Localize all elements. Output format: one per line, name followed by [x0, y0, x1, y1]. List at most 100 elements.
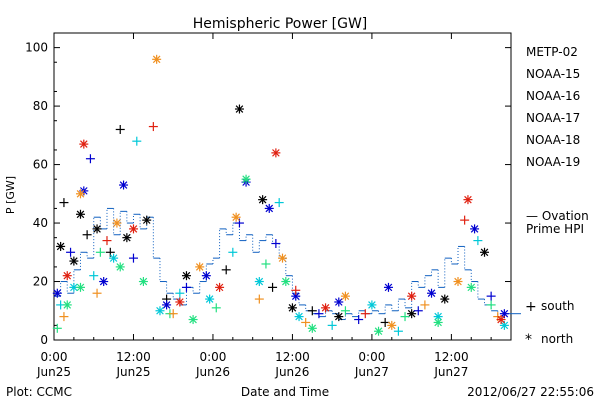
north-point-noaa-15 — [201, 271, 211, 281]
north-point-noaa-17 — [75, 282, 85, 292]
north-point-noaa-19 — [496, 315, 506, 325]
x-tick-label-date: Jun26 — [274, 365, 309, 379]
south-point-noaa-19 — [460, 215, 470, 225]
north-point-noaa-19 — [271, 148, 281, 158]
ovation-legend: — Ovation Prime HPI — [526, 209, 589, 236]
y-tick-label: 0 — [40, 333, 48, 347]
north-point-metp-02 — [334, 312, 344, 322]
north-point-metp-02 — [56, 241, 66, 251]
north-point-noaa-15 — [99, 277, 109, 287]
satellite-data-points — [52, 54, 509, 336]
north-point-noaa-16 — [367, 300, 377, 310]
y-axis-ticks: 0 20 40 60 80 100 — [25, 41, 511, 347]
ovation-legend-line2: Prime HPI — [526, 222, 584, 236]
north-point-noaa-19 — [175, 297, 185, 307]
north-point-metp-02 — [258, 195, 268, 205]
legend-item-noaa-17: NOAA-17 — [526, 111, 580, 125]
north-point-noaa-17 — [466, 282, 476, 292]
north-point-noaa-15 — [383, 282, 393, 292]
south-point-noaa-17 — [400, 312, 410, 322]
south-point-noaa-17 — [261, 259, 271, 269]
north-point-metp-02 — [122, 233, 132, 243]
x-axis-label: Date and Time — [241, 385, 329, 399]
south-point-noaa-16 — [393, 326, 403, 336]
north-point-noaa-16 — [294, 312, 304, 322]
y-tick-label: 60 — [33, 158, 48, 172]
y-tick-label: 100 — [25, 41, 48, 55]
south-point-noaa-15 — [486, 291, 496, 301]
north-point-noaa-19 — [407, 291, 417, 301]
south-point-noaa-15 — [181, 282, 191, 292]
north-point-noaa-19 — [215, 282, 225, 292]
south-point-noaa-19 — [360, 309, 370, 319]
legend-item-noaa-19: NOAA-19 — [526, 155, 580, 169]
north-symbol: * — [525, 332, 532, 348]
north-point-metp-02 — [407, 309, 417, 319]
marker-legend: + south * north — [525, 299, 575, 348]
south-point-metp-02 — [82, 230, 92, 240]
south-point-noaa-16 — [327, 320, 337, 330]
x-tick-label-time: 12:00 — [434, 350, 469, 364]
plot-frame — [53, 32, 512, 341]
south-point-noaa-18 — [59, 312, 69, 322]
south-point-noaa-18 — [420, 300, 430, 310]
north-point-metp-02 — [75, 209, 85, 219]
north-point-noaa-16 — [155, 306, 165, 316]
north-point-noaa-15 — [499, 309, 509, 319]
x-tick-label-time: 12:00 — [275, 350, 310, 364]
south-point-noaa-16 — [132, 136, 142, 146]
south-point-noaa-18 — [168, 309, 178, 319]
north-point-noaa-15 — [470, 224, 480, 234]
south-point-metp-02 — [307, 306, 317, 316]
south-point-metp-02 — [221, 265, 231, 275]
south-point-noaa-15 — [85, 154, 95, 164]
north-point-noaa-17 — [241, 174, 251, 184]
south-point-noaa-16 — [89, 271, 99, 281]
south-point-noaa-17 — [486, 300, 496, 310]
x-tick-label-time: 0:00 — [41, 350, 68, 364]
north-point-noaa-15 — [119, 180, 129, 190]
south-point-noaa-17 — [52, 323, 62, 333]
footer-left: Plot: CCMC — [6, 385, 72, 399]
x-tick-label-date: Jun27 — [354, 365, 389, 379]
north-point-noaa-17 — [62, 300, 72, 310]
north-point-noaa-15 — [162, 300, 172, 310]
north-point-noaa-18 — [75, 189, 85, 199]
x-tick-label-date: Jun25 — [36, 365, 71, 379]
north-point-noaa-18 — [112, 218, 122, 228]
x-axis-ticks: 0:00Jun2512:00Jun250:00Jun2612:00Jun260:… — [36, 33, 492, 379]
south-point-noaa-17 — [95, 247, 105, 257]
north-point-noaa-17 — [138, 277, 148, 287]
north-point-noaa-15 — [264, 203, 274, 213]
north-point-noaa-19 — [79, 139, 89, 149]
north-point-metp-02 — [440, 294, 450, 304]
north-point-noaa-15 — [334, 297, 344, 307]
south-point-noaa-16 — [228, 247, 238, 257]
south-point-noaa-15 — [271, 239, 281, 249]
y-tick-label: 80 — [33, 99, 48, 113]
south-point-noaa-18 — [301, 317, 311, 327]
north-point-noaa-18 — [453, 277, 463, 287]
north-point-noaa-19 — [321, 303, 331, 313]
north-point-metp-02 — [234, 104, 244, 114]
north-label: north — [541, 332, 573, 346]
north-point-noaa-18 — [195, 262, 205, 272]
south-point-noaa-16 — [175, 288, 185, 298]
south-point-noaa-18 — [254, 294, 264, 304]
north-point-metp-02 — [92, 224, 102, 234]
north-point-metp-02 — [142, 215, 152, 225]
south-point-noaa-15 — [128, 253, 138, 263]
plot-area — [53, 32, 512, 341]
south-point-noaa-17 — [340, 306, 350, 316]
south-point-noaa-17 — [211, 303, 221, 313]
north-point-noaa-18 — [231, 212, 241, 222]
north-point-noaa-16 — [109, 253, 119, 263]
north-point-noaa-17 — [374, 326, 384, 336]
x-tick-label-time: 12:00 — [116, 350, 151, 364]
south-label: south — [541, 299, 575, 313]
x-tick-label-date: Jun25 — [115, 365, 150, 379]
south-point-noaa-18 — [92, 288, 102, 298]
x-tick-label-time: 0:00 — [199, 350, 226, 364]
north-point-noaa-16 — [254, 277, 264, 287]
